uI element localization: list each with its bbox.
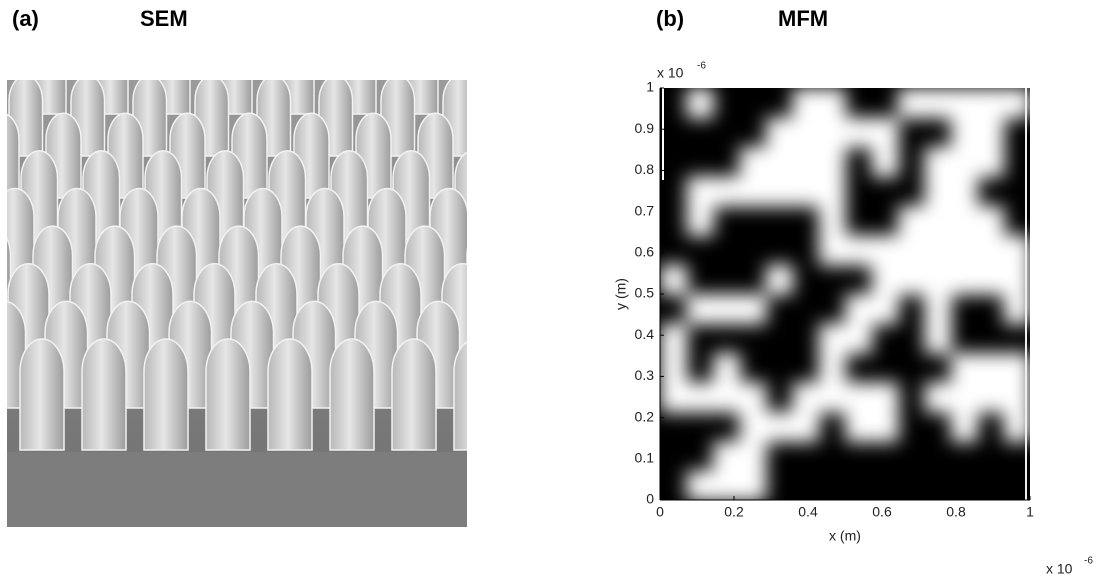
y-tick-label: 0.3 [635, 367, 655, 383]
panel-label: (a) [12, 6, 39, 31]
y-multiplier: x 10 [657, 65, 684, 81]
panel-label: (b) [656, 6, 684, 31]
panel-title: MFM [778, 6, 828, 31]
y-tick-label: 0.4 [635, 326, 655, 342]
x-tick-label: 1 [1026, 504, 1034, 520]
y-tick-label: 0.6 [635, 244, 655, 260]
mfm-image [660, 88, 1030, 500]
y-axis-label: y (m) [613, 278, 629, 310]
sem-image [7, 80, 467, 527]
y-tick-label: 1 [646, 79, 654, 95]
y-tick-label: 0.9 [635, 120, 655, 136]
x-tick-label: 0.6 [872, 504, 892, 520]
x-exponent: -6 [1084, 556, 1093, 567]
x-axis-label: x (m) [829, 528, 861, 544]
y-tick-label: 0.2 [635, 408, 655, 424]
x-tick-label: 0.2 [724, 504, 744, 520]
x-multiplier: x 10 [1046, 561, 1073, 577]
panel-title: SEM [140, 6, 188, 31]
y-tick-label: 0.8 [635, 161, 655, 177]
x-tick-label: 0 [656, 504, 664, 520]
y-tick-label: 0.5 [635, 285, 655, 301]
y-tick-label: 0.7 [635, 202, 655, 218]
y-tick-label: 0 [646, 491, 654, 507]
y-exponent: -6 [697, 61, 706, 72]
mfm-axes: 0 0.1 0.2 0.3 0.4 0.5 0.6 0.7 0.8 0.9 1 0 0.2 0.4 0.6 0… [613, 61, 1094, 577]
y-tick-label: 0.1 [635, 450, 655, 466]
x-tick-label: 0.8 [946, 504, 966, 520]
x-tick-label: 0.4 [798, 504, 818, 520]
